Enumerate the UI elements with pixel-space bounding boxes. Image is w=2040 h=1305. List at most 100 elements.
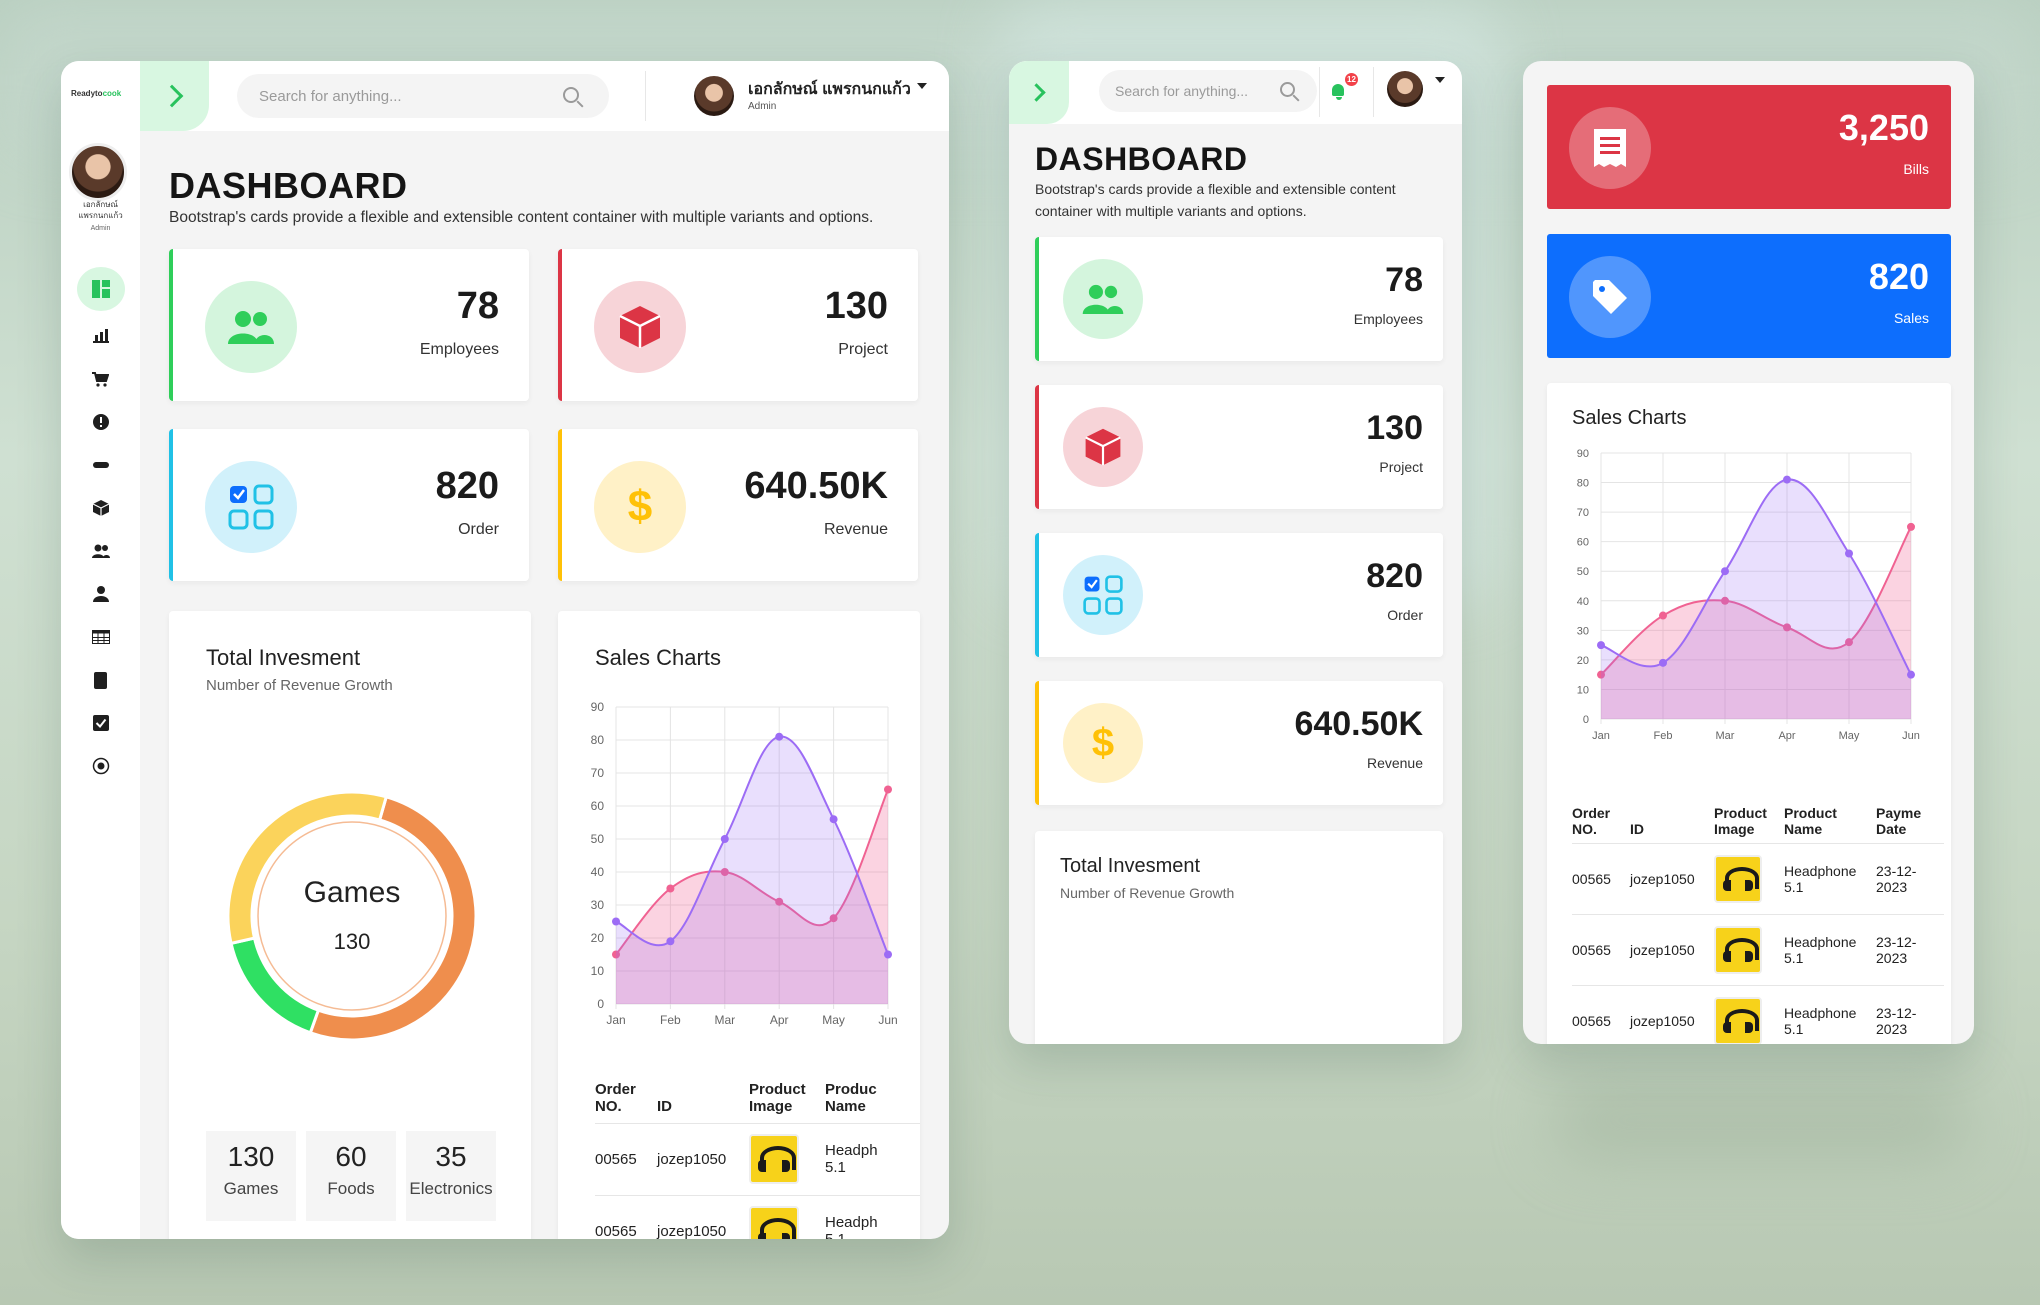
sidebar-user-name: เอกลักษณ์ แพรกนกแก้ว xyxy=(78,200,123,220)
y-tick-label: 50 xyxy=(1577,566,1589,578)
sidebar-item-checkbox-icon[interactable] xyxy=(77,705,125,741)
data-point xyxy=(612,950,620,959)
receipt-icon xyxy=(1569,107,1651,189)
stat-card-project[interactable]: 130 Project xyxy=(1035,385,1443,509)
stat-card-order[interactable]: 820 Order xyxy=(1035,533,1443,657)
avatar[interactable] xyxy=(1387,71,1423,107)
series-area xyxy=(1601,526,1911,719)
sidebar-item-alert-icon[interactable] xyxy=(77,404,125,440)
y-tick-label: 40 xyxy=(591,865,605,879)
x-tick-label: Feb xyxy=(660,1013,681,1027)
data-point xyxy=(1659,611,1667,620)
series-line xyxy=(615,789,889,956)
section-title: Sales Charts xyxy=(595,645,721,670)
dollar-icon: $ xyxy=(594,461,686,553)
headphone-icon xyxy=(1723,937,1759,962)
sidebar-item-cart-icon[interactable] xyxy=(77,361,125,397)
caret-down-icon[interactable] xyxy=(917,83,927,89)
y-tick-label: 80 xyxy=(1577,478,1589,490)
sidebar-item-chart-icon[interactable] xyxy=(77,318,125,354)
table-row[interactable]: 00565 jozep1050 Headphone 5.1 23-12- 2023 xyxy=(1572,913,1944,985)
stat-card-revenue[interactable]: $ 640.50K Revenue xyxy=(1035,681,1443,805)
stat-card-employees[interactable]: 78 Employees xyxy=(169,249,529,401)
sales-card[interactable]: 820 Sales xyxy=(1547,234,1951,358)
y-tick-label: 70 xyxy=(591,766,605,780)
topbar: Search for anything... 12 เอกลักษณ์ แพรก… xyxy=(140,61,949,131)
avatar[interactable] xyxy=(69,143,127,201)
data-point xyxy=(1783,623,1791,632)
data-point xyxy=(1845,638,1853,647)
y-tick-label: 30 xyxy=(591,898,605,912)
stat-value: 820 xyxy=(435,465,499,507)
bills-card[interactable]: 3,250 Bills xyxy=(1547,85,1951,209)
sidebar: Readytocook เอกลักษณ์ แพรกนกแก้ว Admin xyxy=(61,61,140,1239)
data-point xyxy=(1721,567,1729,576)
search-input[interactable]: Search for anything... xyxy=(1099,70,1317,112)
sidebar-toggle-button[interactable] xyxy=(140,61,209,131)
sidebar-item-table-icon[interactable] xyxy=(77,619,125,655)
stat-card-project[interactable]: 130 Project xyxy=(558,249,918,401)
stat-value: 640.50K xyxy=(744,465,888,507)
x-tick-label: Jan xyxy=(606,1013,625,1027)
page-title: DASHBOARD xyxy=(1035,141,1248,177)
stat-card-order[interactable]: 820 Order xyxy=(169,429,529,581)
y-tick-label: 40 xyxy=(1577,596,1589,608)
divider xyxy=(1373,67,1374,117)
data-point xyxy=(775,897,784,906)
data-point xyxy=(1907,670,1915,679)
sidebar-item-document-icon[interactable] xyxy=(77,662,125,698)
series-line xyxy=(1600,526,1912,676)
table-row[interactable]: 00565 jozep1050 Headphone 5.1 23-12- 2023 xyxy=(1572,984,1944,1044)
series-area xyxy=(616,789,888,1004)
section-subtitle: Number of Revenue Growth xyxy=(206,677,393,694)
page-description: Bootstrap's cards provide a flexible and… xyxy=(1035,181,1396,219)
section-subtitle: Number of Revenue Growth xyxy=(1060,885,1235,901)
x-tick-label: Mar xyxy=(714,1013,735,1027)
product-thumbnail xyxy=(749,1206,799,1239)
avatar[interactable] xyxy=(694,76,734,116)
sales-area-chart: 0 10 20 30 40 50 60 70 80 90 Jan Feb Mar Apr May Jun xyxy=(1577,448,1920,742)
card-value: 820 xyxy=(1868,256,1929,297)
chevron-right-icon xyxy=(1026,83,1046,102)
sidebar-item-user-icon[interactable] xyxy=(77,576,125,612)
orders-table: Order NO. ID Product Image Product Name Pay… xyxy=(1572,793,1944,1044)
sidebar-item-box-icon[interactable] xyxy=(77,490,125,526)
divider xyxy=(645,71,646,121)
y-tick-label: 20 xyxy=(591,931,605,945)
y-tick-label: 90 xyxy=(591,700,605,714)
x-tick-label: Jan xyxy=(1592,730,1610,742)
investment-card: Total Invesment Number of Revenue Growth… xyxy=(169,611,531,1239)
search-icon[interactable] xyxy=(563,87,579,103)
data-point xyxy=(720,868,729,876)
table-row[interactable]: 00565 jozep1050 Headphone 5.1 23-12- 2023 xyxy=(1572,842,1944,914)
stat-label: Order xyxy=(1387,607,1423,623)
table-header: Order NO. xyxy=(595,1080,636,1115)
series-area xyxy=(616,736,888,1004)
user-name[interactable]: เอกลักษณ์ แพรกนกแก้ว xyxy=(748,81,911,98)
sidebar-toggle-button[interactable] xyxy=(1009,61,1069,124)
table-header: Product Name xyxy=(1784,804,1837,837)
y-tick-label: 90 xyxy=(1577,448,1589,460)
search-input[interactable]: Search for anything... xyxy=(237,74,609,118)
sidebar-item-users-icon[interactable] xyxy=(77,533,125,569)
y-tick-label: 20 xyxy=(1577,655,1589,667)
data-point xyxy=(829,815,838,824)
caret-down-icon[interactable] xyxy=(1435,77,1445,83)
dashboard-panel-desktop: Readytocook เอกลักษณ์ แพรกนกแก้ว Admin Se… xyxy=(61,61,949,1239)
data-point xyxy=(884,950,892,959)
brand-logo[interactable]: Readytocook xyxy=(71,89,122,98)
search-icon[interactable] xyxy=(1280,82,1295,97)
stat-card-employees[interactable]: 78 Employees xyxy=(1035,237,1443,361)
bell-icon[interactable] xyxy=(1332,84,1344,100)
headphone-icon xyxy=(758,1218,796,1239)
sidebar-item-minus-icon[interactable] xyxy=(77,447,125,483)
y-tick-label: 0 xyxy=(597,997,604,1011)
sidebar-item-dashboard-icon[interactable] xyxy=(76,267,125,311)
stat-card-revenue[interactable]: $ 640.50K Revenue xyxy=(558,429,918,581)
table-header: ID xyxy=(1630,820,1644,837)
data-point xyxy=(829,914,838,923)
sidebar-item-settings-icon[interactable] xyxy=(77,748,125,784)
series-area xyxy=(1601,479,1911,719)
